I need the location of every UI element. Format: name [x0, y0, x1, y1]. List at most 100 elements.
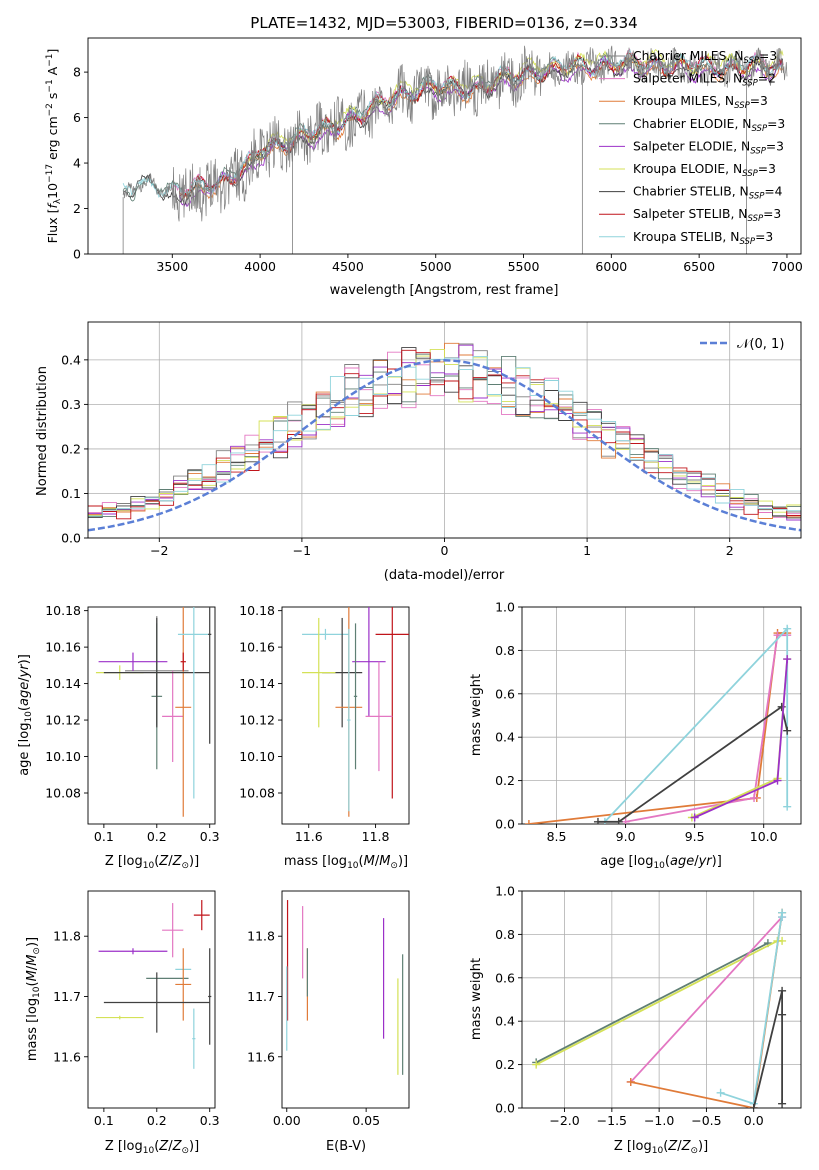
x-tick-label: −1.5	[597, 1113, 627, 1128]
mwZ: −2.0 −1.5 −1.0 −0.5 0.0 0.0 0.2 0.4 0.6 0.8 1.0	[495, 884, 802, 1128]
normal-curve	[88, 359, 801, 532]
mass-weight-line	[535, 942, 769, 1064]
parameter-panels: 0.1 0.2 0.3 10.08 10.10 10.12 10.14 10.16 10.18 1…	[45, 600, 802, 1128]
x-tick-label: 5500	[508, 259, 540, 274]
mass-weight-point	[778, 936, 787, 945]
residual-axes: −2 −1 0 1 2 0.0 0.1 0.2 0.3 0.4	[61, 321, 802, 558]
ebv: 0.00 0.05 11.6 11.7 11.8	[247, 890, 410, 1128]
axes-frame	[87, 606, 216, 825]
x-tick-label: 9.5	[685, 829, 705, 844]
axes-frame	[87, 37, 802, 255]
mwZ-ylabel: mass weight	[469, 958, 484, 1040]
x-tick-label: 11.6	[295, 829, 323, 844]
x-tick-label: 7000	[771, 259, 803, 274]
histogram-series	[88, 342, 801, 532]
x-tick-label: 8.5	[547, 829, 567, 844]
y-tick-label: 0.2	[61, 441, 81, 456]
y-tick-label: 10.12	[45, 713, 81, 728]
y-tick-label: 0.6	[495, 970, 515, 985]
y-tick-label: 10.18	[45, 603, 81, 618]
massZ: 0.1 0.2 0.3 11.6 11.7 11.8	[53, 890, 220, 1128]
mass-weight-line	[720, 912, 783, 1105]
histogram-step	[88, 353, 801, 518]
y-tick-label: 0.4	[61, 352, 81, 367]
mass-weight-point	[778, 1099, 787, 1108]
mass-weight-point	[783, 802, 792, 811]
mass-weight-line	[752, 990, 783, 1108]
y-tick-label: 10.18	[239, 603, 275, 618]
x-tick-label: −2	[150, 543, 168, 558]
agemass: 11.6 11.8 10.08 10.10 10.12 10.14 10.16 10.18	[239, 603, 410, 844]
legend-label: Salpeter MILES, NSSP=2	[633, 72, 776, 89]
y-tick-label: 10.16	[45, 640, 81, 655]
y-tick-label: 0.0	[495, 1101, 515, 1116]
y-tick-label: 6	[73, 110, 81, 125]
mass-weight-point	[773, 776, 782, 785]
y-tick-label: 10.12	[239, 713, 275, 728]
y-tick-label: 10.08	[45, 786, 81, 801]
mass-weight-line	[691, 659, 789, 819]
mass-weight-point	[614, 817, 623, 824]
y-tick-label: 8	[73, 65, 81, 80]
axes-frame	[87, 890, 216, 1109]
ebv-xlabel: E(B-V)	[326, 1139, 366, 1154]
x-tick-label: 0.1	[94, 1113, 114, 1128]
mass-weight-point	[778, 913, 787, 922]
y-tick-label: 0.4	[495, 730, 515, 745]
histogram-step	[88, 347, 801, 519]
y-tick-label: 10.08	[239, 786, 275, 801]
y-tick-label: 10.10	[239, 749, 275, 764]
axes-frame	[281, 890, 410, 1109]
legend-label: Chabrier MILES, NSSP=3	[633, 49, 777, 66]
mass-weight-line	[630, 916, 783, 1083]
x-tick-label: 6000	[595, 259, 627, 274]
mass-weight-point	[783, 726, 792, 735]
y-tick-label: 10.14	[45, 676, 81, 691]
massZ-marks	[95, 900, 212, 1069]
x-tick-label: 11.8	[362, 829, 390, 844]
y-tick-label: 10.14	[239, 676, 275, 691]
residual-legend: 𝒩(0, 1)	[700, 337, 784, 352]
histogram-step	[88, 355, 801, 517]
y-tick-label: 0.2	[495, 773, 515, 788]
x-tick-label: 2	[726, 543, 734, 558]
spectrum-ylabel: Flux [fλ10−17 erg cm−2 s−1 A−1]	[45, 49, 63, 244]
spectrum-axes: 3500 4000 4500 5000 5500 6000 6500 7000 0 2 4 6 8	[73, 37, 803, 274]
x-tick-label: 0.2	[147, 1113, 167, 1128]
spectrum-lines	[122, 45, 788, 254]
figure-title: PLATE=1432, MJD=53003, FIBERID=0136, z=0…	[250, 14, 637, 32]
mass-weight-point	[593, 817, 602, 824]
histogram-step	[88, 344, 801, 521]
mass-weight-point	[783, 655, 792, 664]
y-tick-label: 0.0	[61, 531, 81, 546]
y-tick-label: 2	[73, 201, 81, 216]
massZ-ylabel: mass [log10(M/M⊙)]	[25, 937, 42, 1061]
mwZ-marks	[532, 908, 787, 1108]
mass-weight-line	[604, 626, 789, 823]
residual-xlabel: (data-model)/error	[384, 568, 505, 583]
mwage-xlabel: age [log10(age/yr)]	[600, 854, 722, 871]
mass-weight-point	[690, 813, 699, 822]
mass-weight-point	[749, 1104, 758, 1108]
x-tick-label: 0.05	[352, 1113, 380, 1128]
x-tick-label: 0.3	[200, 829, 220, 844]
spectrum-panel: 3500 4000 4500 5000 5500 6000 6500 7000 0 2 4 6 8 Ch…	[45, 37, 803, 298]
y-tick-label: 11.8	[53, 929, 81, 944]
x-tick-label: −2.0	[549, 1113, 579, 1128]
x-tick-label: 10.0	[750, 829, 778, 844]
legend-label: Kroupa ELODIE, NSSP=3	[633, 162, 776, 179]
x-tick-label: 6500	[683, 259, 715, 274]
y-tick-label: 4	[73, 156, 81, 171]
mass-weight-line	[694, 659, 789, 819]
legend-label: Salpeter ELODIE, NSSP=3	[633, 139, 784, 156]
mwage: 8.5 9.0 9.5 10.0 0.0 0.2 0.4 0.6 0.8 1.0	[495, 600, 802, 844]
x-tick-label: 4000	[244, 259, 276, 274]
mass-weight-line	[598, 705, 789, 823]
residual-panel: −2 −1 0 1 2 0.0 0.1 0.2 0.3 0.4 𝒩(0, 1) (data-mod…	[35, 321, 802, 583]
normal-legend-label: 𝒩(0, 1)	[737, 337, 784, 352]
mass-weight-line	[625, 634, 788, 823]
y-tick-label: 0.8	[495, 643, 515, 658]
mass-weight-point	[621, 817, 630, 824]
spectrum-series	[122, 45, 788, 254]
mwage-marks	[524, 624, 792, 824]
